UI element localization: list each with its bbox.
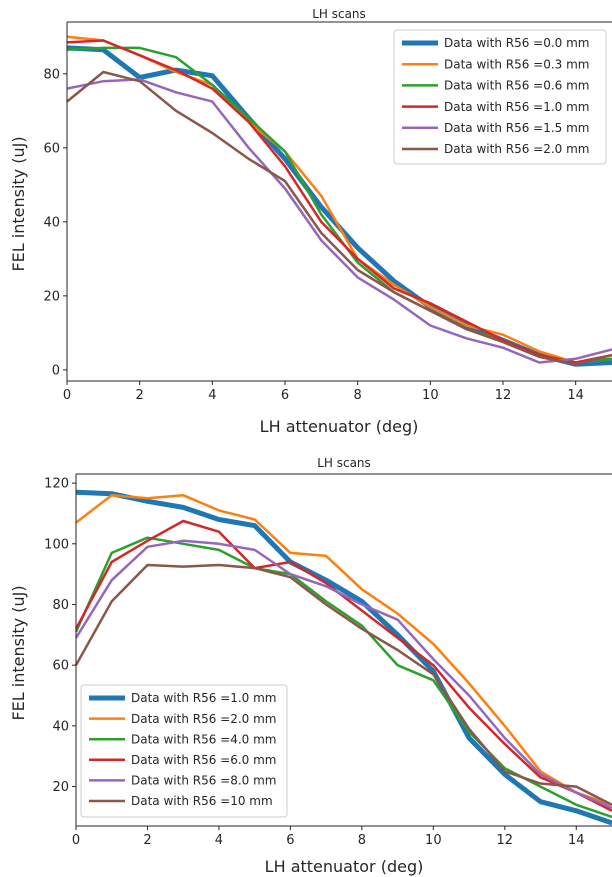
chart-top-legend: Data with R56 =0.0 mm Data with R56 =0.3 … [393,29,607,165]
x-tick-label: 14 [568,833,585,848]
legend-label-4: Data with R56 =6.0 mm [131,753,277,767]
chart-bottom-x-axis-label: LH attenuator (deg) [265,857,424,876]
y-tick-label: 0 [52,363,60,378]
series-line-6 [74,563,612,806]
chart-top-y-axis-label: FEL intensity (uJ) [9,136,28,271]
legend-label-1: Data with R56 =1.0 mm [131,691,277,705]
chart-top-title: LH scans [312,7,366,21]
x-tick-label: 2 [143,833,151,848]
y-tick-label: 60 [52,659,69,674]
legend-label-5: Data with R56 =8.0 mm [131,774,277,788]
legend-label-6: Data with R56 =10 mm [131,794,273,808]
chart-bottom-legend: Data with R56 =1.0 mm Data with R56 =2.0 … [80,684,288,818]
y-tick-label: 40 [52,719,69,734]
y-tick-label: 60 [43,141,60,156]
legend-label-6: Data with R56 =2.0 mm [444,142,590,156]
series-line-6 [66,70,612,366]
legend-label-5: Data with R56 =1.5 mm [444,121,590,135]
x-tick-label: 0 [72,833,80,848]
series-line-5 [74,539,612,809]
x-tick-label: 8 [354,388,362,403]
chart-top: LH scans 0 2 4 6 8 10 12 14 0 20 40 60 80 LH attenua… [9,7,612,436]
chart-bottom: LH scans 0 2 4 6 8 10 12 14 20 40 60 80 100 120 LH at… [9,456,612,876]
x-tick-label: 8 [358,833,366,848]
series-line-2 [75,493,612,806]
y-tick-label: 100 [44,537,69,552]
x-tick-label: 4 [215,833,223,848]
y-tick-label: 40 [43,215,60,230]
y-tick-label: 80 [43,67,60,82]
series-line-1 [75,489,612,826]
chart-bottom-title: LH scans [317,456,371,470]
y-tick-label: 20 [52,780,69,795]
legend-label-3: Data with R56 =0.6 mm [444,79,590,93]
series-line-5 [66,78,612,364]
legend-label-4: Data with R56 =1.0 mm [444,100,590,114]
chart-top-x-axis-label: LH attenuator (deg) [260,417,419,436]
x-tick-label: 4 [208,388,216,403]
x-tick-label: 2 [136,388,144,403]
x-tick-label: 12 [495,388,512,403]
x-tick-label: 12 [497,833,514,848]
legend-box [80,684,288,818]
y-tick-label: 120 [44,477,69,492]
x-tick-label: 14 [567,388,584,403]
series-line-4 [66,39,612,364]
x-tick-label: 0 [63,388,71,403]
x-tick-label: 6 [286,833,294,848]
x-tick-label: 6 [281,388,289,403]
x-tick-label: 10 [425,833,442,848]
y-tick-label: 20 [43,289,60,304]
legend-label-3: Data with R56 =4.0 mm [131,732,277,746]
legend-label-2: Data with R56 =2.0 mm [131,712,277,726]
legend-label-2: Data with R56 =0.3 mm [444,57,590,71]
chart-bottom-y-axis-label: FEL intensity (uJ) [9,585,28,720]
legend-label-1: Data with R56 =0.0 mm [444,36,590,50]
legend-box [393,29,607,165]
x-tick-label: 10 [422,388,439,403]
series-line-4 [74,519,612,812]
y-tick-label: 80 [52,598,69,613]
